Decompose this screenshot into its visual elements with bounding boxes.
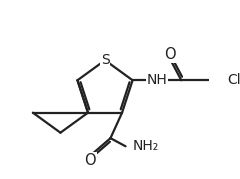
- Text: O: O: [164, 47, 175, 62]
- Text: NH₂: NH₂: [133, 139, 159, 153]
- Text: O: O: [84, 153, 96, 168]
- Text: NH: NH: [147, 73, 167, 87]
- Text: Cl: Cl: [228, 73, 240, 87]
- Text: S: S: [101, 53, 109, 67]
